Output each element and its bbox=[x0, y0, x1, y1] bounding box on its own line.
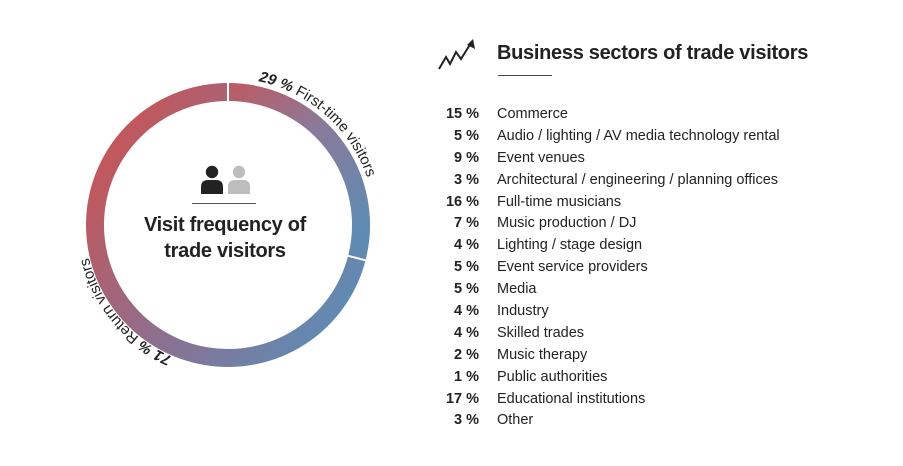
sector-row: 5 % Event service providers bbox=[420, 257, 890, 279]
sector-row: 2 % Music therapy bbox=[420, 345, 890, 367]
sector-percent: 3 % bbox=[454, 171, 479, 188]
sector-row: 4 % Industry bbox=[420, 301, 890, 323]
sector-percent: 7 % bbox=[454, 215, 479, 232]
person-icon-dark bbox=[201, 165, 223, 194]
sector-row: 4 % Lighting / stage design bbox=[420, 235, 890, 257]
sector-percent: 17 % bbox=[445, 390, 479, 407]
sector-row: 3 % Other bbox=[420, 410, 890, 432]
sector-percent: 3 % bbox=[454, 412, 479, 429]
sector-name: Public authorities bbox=[497, 368, 608, 385]
sector-name: Event venues bbox=[497, 149, 585, 166]
person-icon-light bbox=[228, 165, 250, 194]
sector-row: 15 % Commerce bbox=[420, 104, 890, 126]
sector-name: Skilled trades bbox=[497, 324, 585, 341]
people-icons bbox=[200, 163, 256, 197]
sector-percent: 4 % bbox=[454, 324, 479, 341]
sector-row: 1 % Public authorities bbox=[420, 367, 890, 389]
sector-percent: 1 % bbox=[454, 368, 479, 385]
sector-percent: 15 % bbox=[445, 106, 479, 122]
sector-percent: 2 % bbox=[454, 346, 479, 363]
center-divider bbox=[192, 203, 256, 204]
donut-segment-first-time bbox=[227, 83, 370, 261]
sector-name: Other bbox=[497, 412, 534, 429]
sector-row: 7 % Music production / DJ bbox=[420, 213, 890, 235]
sector-percent: 4 % bbox=[454, 237, 479, 254]
sector-name: Audio / lighting / AV media technology r… bbox=[497, 127, 780, 144]
donut-center-title: Visit frequency of trade visitors bbox=[125, 212, 325, 264]
sector-name: Commerce bbox=[497, 106, 568, 122]
sector-row: 16 % Full-time musicians bbox=[420, 192, 890, 214]
sectors-title: Business sectors of trade visitors bbox=[497, 42, 809, 64]
donut-title-line-1: Visit frequency of bbox=[143, 214, 307, 236]
sector-row: 4 % Skilled trades bbox=[420, 323, 890, 345]
sector-row: 3 % Architectural / engineering / plannin… bbox=[420, 170, 890, 192]
sector-percent: 5 % bbox=[454, 259, 479, 276]
sector-name: Educational institutions bbox=[497, 390, 646, 407]
sector-row: 9 % Event venues bbox=[420, 148, 890, 170]
sector-percent: 9 % bbox=[454, 149, 479, 166]
sector-percent: 5 % bbox=[454, 281, 479, 298]
sector-row: 5 % Media bbox=[420, 279, 890, 301]
sector-name: Industry bbox=[497, 303, 549, 320]
donut-separator bbox=[346, 254, 367, 262]
sector-name: Lighting / stage design bbox=[497, 237, 643, 254]
sector-name: Music therapy bbox=[497, 346, 588, 363]
sector-name: Full-time musicians bbox=[497, 193, 622, 210]
sector-percent: 16 % bbox=[445, 193, 479, 210]
sector-name: Event service providers bbox=[497, 259, 648, 276]
sector-name: Media bbox=[497, 281, 537, 298]
trend-line-arrow-icon bbox=[437, 37, 479, 73]
title-underline bbox=[498, 75, 552, 76]
sector-percent: 4 % bbox=[454, 303, 479, 320]
donut-segment-return bbox=[86, 83, 366, 367]
segment-label: First-time visitors bbox=[293, 83, 380, 179]
sector-percent: 5 % bbox=[454, 127, 479, 144]
donut-title-line-2: trade visitors bbox=[164, 240, 286, 262]
sector-row: 17 % Educational institutions bbox=[420, 389, 890, 411]
sector-list: 15 % Commerce 5 % Audio / lighting / AV med… bbox=[420, 104, 890, 432]
sector-name: Music production / DJ bbox=[497, 215, 637, 232]
sector-name: Architectural / engineering / planning o… bbox=[497, 171, 779, 188]
sector-row: 5 % Audio / lighting / AV media technolog… bbox=[420, 126, 890, 148]
